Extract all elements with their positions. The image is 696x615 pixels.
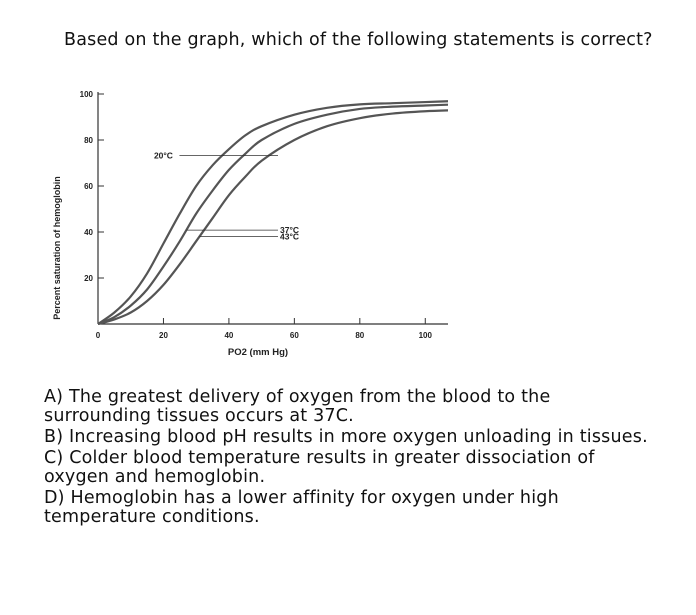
x-tick-label: 80	[355, 331, 364, 340]
option-d[interactable]: D) Hemoglobin has a lower affinity for o…	[44, 489, 656, 527]
curve-3	[97, 109, 448, 326]
chart-curves	[97, 100, 448, 326]
y-tick-label: 20	[84, 274, 93, 283]
y-tick-label: 60	[84, 182, 93, 191]
option-letter: C)	[44, 448, 64, 468]
chart-annotations: 20°C 37°C43°C	[154, 151, 299, 242]
x-tick-label: 20	[159, 331, 168, 340]
option-text: The greatest delivery of oxygen from the…	[44, 387, 551, 426]
question-text: Based on the graph, which of the followi…	[64, 30, 653, 50]
curve-label: 20°C	[154, 151, 173, 161]
chart-ticks: 20 40 60 80 100 0 20 40 60 80 100	[80, 90, 433, 340]
curve-2	[97, 103, 448, 326]
option-letter: D)	[44, 488, 65, 508]
option-a[interactable]: A) The greatest delivery of oxygen from …	[44, 388, 656, 426]
option-text: Hemoglobin has a lower affinity for oxyg…	[44, 488, 559, 527]
option-text: Increasing blood pH results in more oxyg…	[69, 427, 648, 447]
x-tick-label: 100	[419, 331, 433, 340]
y-axis-label: Percent saturation of hemoglobin	[52, 176, 62, 320]
oxygen-dissociation-chart: 20 40 60 80 100 0 20 40 60 80 100 20°C 37°C43°C Per…	[52, 90, 448, 358]
y-tick-label: 40	[84, 228, 93, 237]
curve-1	[97, 100, 448, 325]
chart-axes	[97, 92, 448, 325]
option-b[interactable]: B) Increasing blood pH results in more o…	[44, 428, 656, 447]
answer-options: A) The greatest delivery of oxygen from …	[44, 388, 656, 529]
option-letter: A)	[44, 387, 64, 407]
x-tick-label: 60	[290, 331, 299, 340]
x-axis-label: PO2 (mm Hg)	[228, 347, 288, 358]
option-letter: B)	[44, 427, 64, 447]
curve-label: 37°C	[280, 225, 299, 235]
curve-label: 43°C	[280, 232, 299, 242]
y-tick-label: 100	[80, 90, 94, 99]
x-tick-label: 40	[224, 331, 233, 340]
option-c[interactable]: C) Colder blood temperature results in g…	[44, 449, 656, 487]
option-text: Colder blood temperature results in grea…	[44, 448, 595, 487]
y-tick-label: 80	[84, 136, 93, 145]
x-tick-label: 0	[96, 331, 101, 340]
